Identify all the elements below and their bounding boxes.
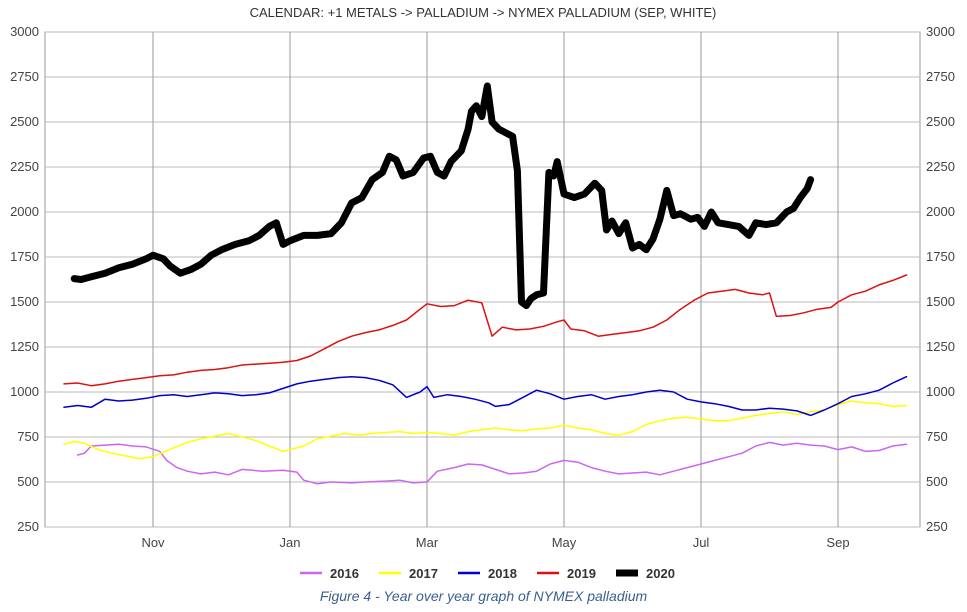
x-tick-label: May	[552, 535, 577, 550]
y-tick-label-left: 250	[17, 519, 39, 534]
y-tick-label-left: 1750	[10, 249, 39, 264]
y-tick-label-left: 1500	[10, 294, 39, 309]
y-tick-label-right: 3000	[926, 24, 955, 39]
series-line-2017	[63, 400, 908, 460]
y-tick-label-right: 2750	[926, 69, 955, 84]
y-tick-label-left: 2250	[10, 159, 39, 174]
x-tick-labels: Nov Jan Mar May Jul Sep	[141, 535, 849, 550]
y-tick-label-right: 1250	[926, 339, 955, 354]
y-tick-label-left: 2500	[10, 114, 39, 129]
gridlines	[45, 31, 920, 528]
x-tick-label: Mar	[416, 535, 439, 550]
y-tick-label-right: 500	[926, 474, 948, 489]
y-tick-label-left: 1000	[10, 384, 39, 399]
chart-title: CALENDAR: +1 METALS -> PALLADIUM -> NYME…	[250, 5, 717, 20]
y-tick-label-right: 1000	[926, 384, 955, 399]
y-tick-label-right: 2500	[926, 114, 955, 129]
y-tick-label-right: 750	[926, 429, 948, 444]
y-tick-label-left: 3000	[10, 24, 39, 39]
x-tick-label: Jul	[693, 535, 710, 550]
y-tick-label-left: 1250	[10, 339, 39, 354]
series-line-2018	[63, 375, 908, 417]
y-tick-labels: 250 250 500 500 750 750 1000 1000 1250 1250 1500 15…	[10, 24, 955, 534]
series-line-2016	[76, 441, 908, 485]
series-lines	[63, 82, 908, 485]
y-tick-label-left: 500	[17, 474, 39, 489]
legend-label-2016: 2016	[330, 566, 359, 581]
series-line-2019	[63, 274, 908, 387]
legend: 2016 2017 2018 2019 2020	[300, 566, 675, 581]
legend-label-2019: 2019	[567, 566, 596, 581]
y-tick-label-right: 250	[926, 519, 948, 534]
x-tick-label: Nov	[141, 535, 165, 550]
y-tick-label-right: 2000	[926, 204, 955, 219]
legend-label-2018: 2018	[488, 566, 517, 581]
y-tick-label-right: 1500	[926, 294, 955, 309]
y-tick-label-right: 1750	[926, 249, 955, 264]
x-tick-label: Sep	[826, 535, 849, 550]
legend-label-2017: 2017	[409, 566, 438, 581]
series-line-2020	[70, 82, 815, 310]
figure-caption: Figure 4 - Year over year graph of NYMEX…	[319, 588, 648, 604]
y-tick-label-left: 2750	[10, 69, 39, 84]
y-tick-label-right: 2250	[926, 159, 955, 174]
legend-label-2020: 2020	[646, 566, 675, 581]
y-tick-label-left: 2000	[10, 204, 39, 219]
y-tick-label-left: 750	[17, 429, 39, 444]
x-tick-label: Jan	[280, 535, 301, 550]
